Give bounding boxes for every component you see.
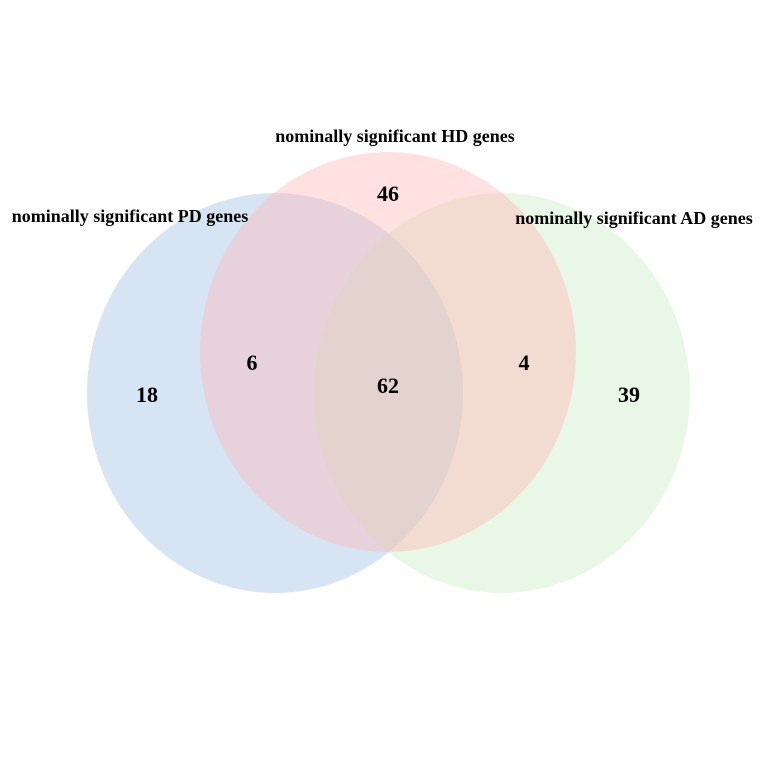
hd-ad-count: 4 bbox=[519, 350, 530, 375]
pd-only-count: 18 bbox=[136, 382, 158, 407]
hd-set-label: nominally significant HD genes bbox=[275, 126, 515, 146]
pd-hd-ad-count: 62 bbox=[377, 373, 399, 398]
hd-genes-circle bbox=[200, 152, 576, 552]
pd-hd-count: 6 bbox=[247, 350, 258, 375]
ad-genes-circle bbox=[314, 193, 690, 593]
ad-only-count: 39 bbox=[618, 382, 640, 407]
hd-only-count: 46 bbox=[377, 181, 399, 206]
ad-set-label: nominally significant AD genes bbox=[515, 208, 753, 228]
pd-set-label: nominally significant PD genes bbox=[12, 206, 249, 226]
pd-genes-circle bbox=[87, 193, 463, 593]
